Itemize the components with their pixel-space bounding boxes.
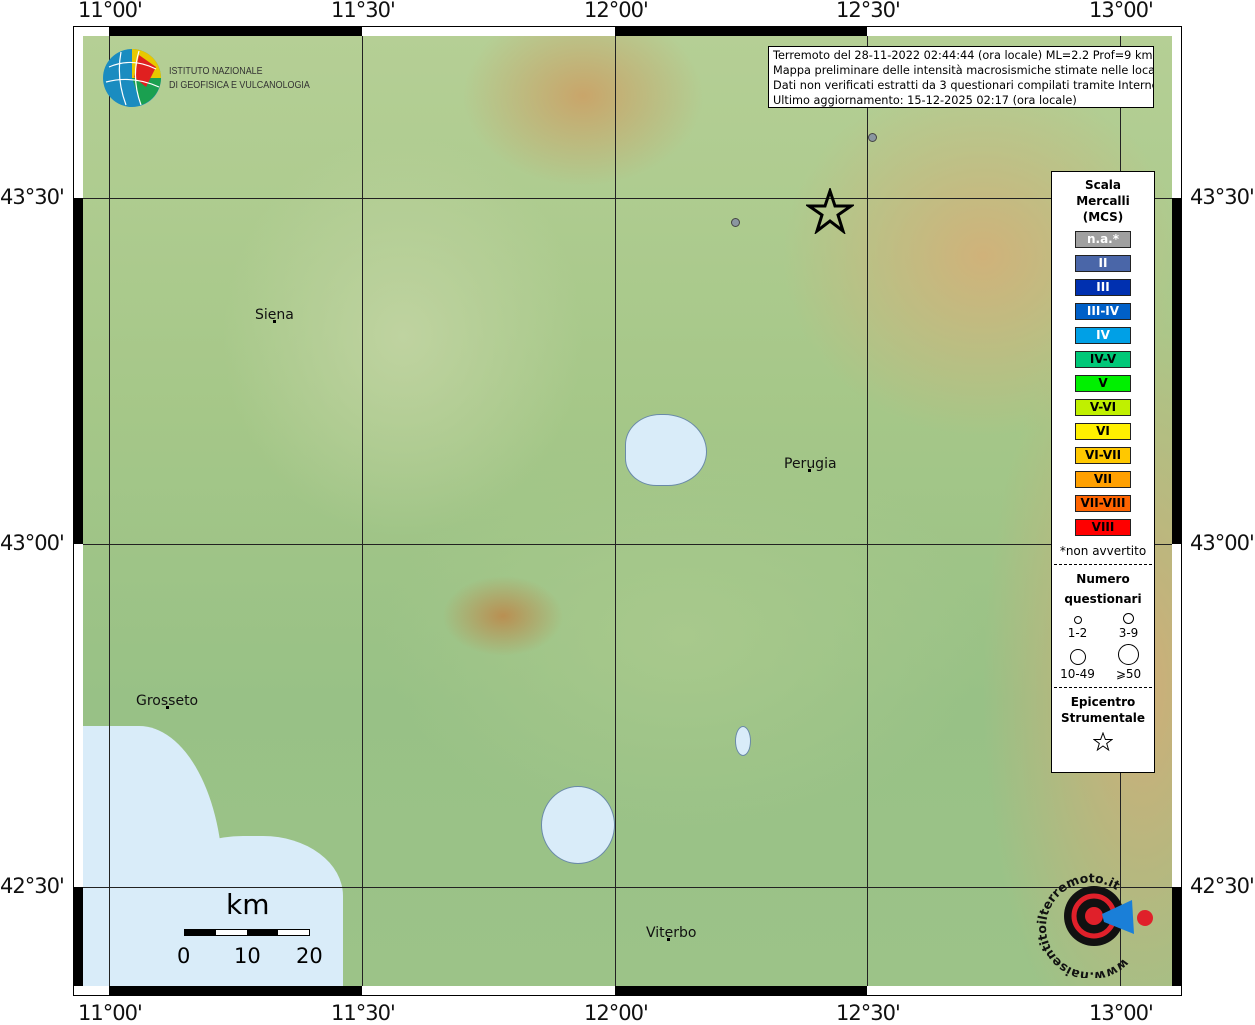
intensity-swatch: VII [1075,471,1131,488]
gridline [109,36,110,986]
legend-title: Scala [1084,178,1122,192]
logo-line: DI GEOFISICA E VULCANOLOGIA [169,79,310,91]
intensity-swatch: VI-VII [1075,447,1131,464]
legend-title: Strumentale [1060,711,1146,725]
map-area[interactable] [83,36,1172,986]
legend-title: Epicentro [1070,695,1136,709]
haisentito-badge[interactable]: www.haisentitoilterremoto.it [1034,858,1160,978]
lon-label: 12°00' [584,0,649,22]
logo-line: ISTITUTO NAZIONALE [169,65,263,77]
badge-megaphone-icon [1102,900,1134,934]
badge-question-icon [1137,910,1153,926]
frame-band [109,26,362,36]
lon-label: 11°00' [78,1001,143,1025]
size-label: ⩾50 [1115,667,1142,681]
size-circle-icon [1073,616,1082,624]
size-circle-icon [1069,649,1086,665]
lat-label: 43°30' [0,185,65,209]
gridline [362,36,363,986]
intensity-swatch: IV [1075,327,1131,344]
size-circle-icon [1118,644,1139,665]
lon-label: 11°30' [331,0,396,22]
legend-note: *non avvertito [1059,544,1147,558]
sea [143,836,343,986]
info-line: Dati non verificati estratti da 3 questi… [773,79,1154,92]
gridline [83,544,1172,545]
intensity-swatch: III [1075,279,1131,296]
size-circle-icon [1123,613,1134,624]
ingv-logo-text: ISTITUTO NAZIONALE DI GEOFISICA E VULCAN… [169,64,310,92]
gridline [615,36,616,986]
divider [1054,687,1152,688]
divider [1054,564,1152,565]
intensity-swatch: V-VI [1075,399,1131,416]
intensity-swatch: III-IV [1075,303,1131,320]
gridline [867,36,868,986]
legend: Scala Mercalli (MCS) n.a.* II III III-IV IV I… [1051,171,1155,773]
intensity-swatch: IV-V [1075,351,1131,368]
legend-title: Mercalli [1076,194,1130,208]
lat-label: 42°30' [0,874,65,898]
lat-label: 43°00' [1190,531,1255,555]
city-label-siena: Siena [255,307,294,323]
frame-band [1172,887,1182,986]
size-label: 1-2 [1067,626,1088,640]
size-label: 10-49 [1060,667,1095,681]
scalebar-label: 0 [177,944,191,968]
legend-title: questionari [1064,592,1142,606]
intensity-scale: n.a.* II III III-IV IV IV-V V V-VI VI VI-VII VII VI… [1052,231,1154,536]
frame-band [615,26,867,36]
intensity-swatch: n.a.* [1075,231,1131,248]
lake-bolsena [541,786,615,864]
lake-small [735,726,751,756]
size-label: 3-9 [1118,626,1139,640]
city-marker [808,469,811,472]
city-label-viterbo: Viterbo [646,925,697,941]
scalebar-label: 10 [234,944,261,968]
intensity-swatch: VIII [1075,519,1131,536]
lon-label: 12°30' [836,0,901,22]
lon-label: 11°00' [78,0,143,22]
intensity-swatch: VI [1075,423,1131,440]
gridline [83,887,1172,888]
frame-band [615,986,867,996]
scalebar-label: 20 [296,944,323,968]
frame-band [73,887,83,986]
city-marker [667,938,670,941]
intensity-point[interactable] [868,133,877,142]
info-line: Mappa preliminare delle intensità macros… [773,64,1154,77]
gridline [83,198,1172,199]
frame-band [109,986,362,996]
city-marker [166,706,169,709]
lon-label: 11°30' [331,1001,396,1025]
lat-label: 42°30' [1190,874,1255,898]
intensity-point[interactable] [731,218,740,227]
city-label-grosseto: Grosseto [136,693,199,709]
lon-label: 13°00' [1089,0,1154,22]
event-info-box: Terremoto del 28-11-2022 02:44:44 (ora l… [768,46,1154,108]
ingv-logo-icon [103,49,161,107]
legend-title: Numero [1076,572,1130,586]
frame-band [1172,198,1182,544]
legend-title: (MCS) [1082,210,1124,224]
frame-band [73,198,83,544]
intensity-swatch: V [1075,375,1131,392]
lat-label: 43°30' [1190,185,1255,209]
intensity-swatch: II [1075,255,1131,272]
city-marker [273,320,276,323]
lon-label: 12°30' [836,1001,901,1025]
lake-trasimeno [625,414,707,486]
star-icon [1092,731,1114,752]
lon-label: 13°00' [1089,1001,1154,1025]
scalebar [184,929,310,936]
lon-label: 12°00' [584,1001,649,1025]
city-label-perugia: Perugia [784,456,837,472]
lat-label: 43°00' [0,531,65,555]
intensity-swatch: VII-VIII [1075,495,1131,512]
epicenter-star-icon[interactable] [806,188,854,234]
info-line: Terremoto del 28-11-2022 02:44:44 (ora l… [773,49,1153,62]
info-line: Ultimo aggiornamento: 15-12-2025 02:17 (… [773,94,1077,107]
scalebar-unit: km [226,888,270,921]
